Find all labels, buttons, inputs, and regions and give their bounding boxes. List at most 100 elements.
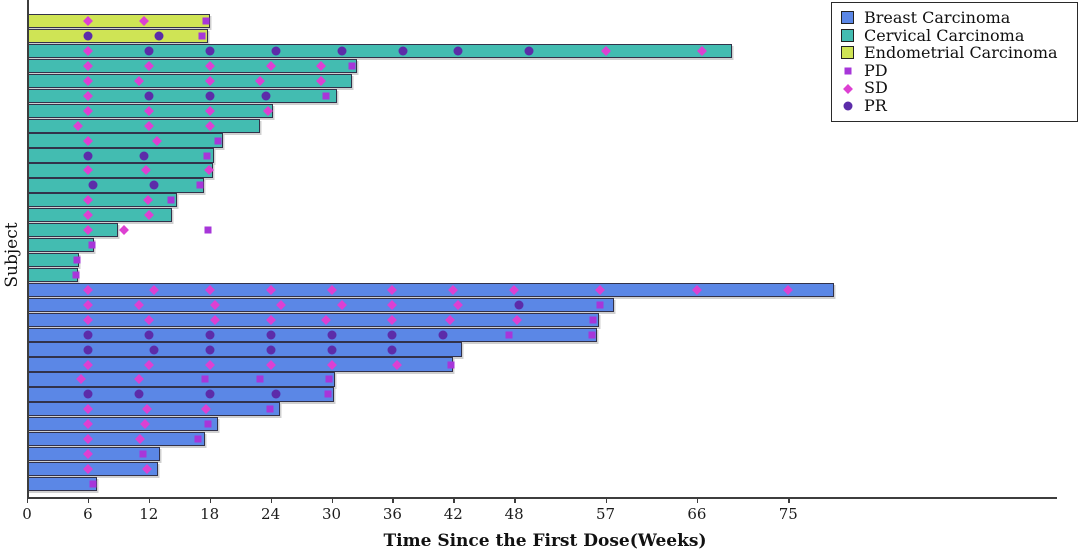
pr-marker	[205, 91, 215, 101]
legend-item-breast: Breast Carcinoma	[841, 9, 1069, 27]
swimmer-bar	[27, 476, 98, 492]
x-tick	[27, 497, 29, 503]
legend-item-pr: PR	[841, 97, 1069, 115]
swimmer-bar	[27, 193, 178, 208]
pr-marker	[205, 389, 215, 399]
pd-marker	[72, 271, 80, 279]
pr-marker	[88, 180, 98, 190]
pr-marker	[387, 330, 397, 340]
pr-marker	[327, 330, 336, 340]
x-tick-label: 6	[83, 505, 93, 523]
swimmer-bar	[27, 14, 210, 29]
x-tick-label: 42	[443, 505, 463, 523]
pd-marker	[589, 316, 597, 324]
pr-marker	[83, 330, 93, 340]
swimmer-bar	[27, 58, 357, 74]
pr-marker	[144, 330, 154, 340]
x-tick	[148, 497, 151, 503]
pr-marker-icon	[841, 98, 856, 112]
pr-marker	[261, 91, 271, 101]
legend-label: PD	[864, 60, 888, 80]
pd-marker-icon	[841, 63, 856, 77]
swimmer-bar	[27, 28, 208, 44]
swimmer-bar	[27, 43, 733, 59]
x-tick	[788, 497, 790, 503]
pr-marker	[154, 31, 164, 41]
x-tick-label: 18	[200, 505, 220, 523]
x-tick-label: 48	[504, 505, 524, 523]
pr-marker	[327, 345, 336, 355]
pd-marker	[447, 361, 455, 369]
pd-marker	[596, 301, 604, 309]
swimmer-bar	[27, 252, 79, 268]
pr-marker	[271, 46, 281, 56]
pr-marker	[83, 31, 93, 41]
pr-marker	[139, 151, 149, 161]
pd-marker	[266, 405, 274, 413]
x-tick	[270, 497, 272, 503]
endometrial-swatch-icon	[841, 46, 856, 60]
pr-marker	[524, 46, 534, 56]
cervical-swatch-icon	[841, 28, 856, 42]
legend-label: Breast Carcinoma	[864, 8, 1011, 28]
x-tick-label: 12	[139, 505, 159, 523]
legend-label: SD	[864, 78, 888, 98]
pr-marker	[266, 345, 276, 355]
legend-label: PR	[864, 95, 887, 115]
pr-marker	[149, 180, 159, 190]
swimmer-bar	[27, 178, 204, 193]
x-tick	[392, 497, 394, 503]
breast-swatch-icon	[841, 11, 856, 25]
pd-marker	[202, 17, 210, 25]
x-tick-label: 66	[687, 505, 707, 523]
pd-marker	[194, 435, 202, 443]
x-axis-spine	[27, 497, 1057, 499]
pd-marker	[89, 480, 97, 488]
pd-marker	[196, 181, 204, 189]
pd-marker	[167, 196, 175, 204]
pd-marker	[73, 256, 81, 264]
y-axis-title: Subject	[2, 222, 22, 288]
legend: Breast Carcinoma Cervical Carcinoma Endo…	[831, 2, 1078, 122]
x-tick-label: 30	[321, 505, 342, 523]
x-axis-title: Time Since the First Dose(Weeks)	[383, 531, 707, 551]
y-axis-spine	[27, 0, 29, 497]
legend-item-cervical: Cervical Carcinoma	[841, 27, 1069, 45]
pr-marker	[438, 330, 448, 340]
pd-marker	[256, 375, 264, 383]
pr-marker	[271, 389, 281, 399]
swimmer-bar	[27, 417, 218, 432]
swimmer-bar	[27, 372, 335, 387]
legend-item-pd: PD	[841, 62, 1069, 80]
pr-marker	[453, 46, 463, 56]
x-tick-label: 24	[261, 505, 281, 523]
pr-marker	[398, 46, 408, 56]
x-tick	[87, 497, 90, 503]
pd-marker	[588, 331, 596, 339]
pr-marker	[205, 46, 215, 56]
pr-marker	[266, 330, 276, 340]
pd-marker	[139, 450, 147, 458]
pr-marker	[149, 345, 159, 355]
pr-marker	[83, 389, 93, 399]
sd-marker-icon	[841, 81, 856, 95]
pr-marker	[205, 345, 215, 355]
pr-marker	[514, 300, 524, 310]
x-tick-label: 36	[382, 505, 402, 523]
pd-marker	[204, 420, 212, 428]
legend-label: Endometrial Carcinoma	[864, 43, 1058, 63]
sd-marker	[119, 225, 130, 236]
pr-marker	[144, 46, 154, 56]
pd-marker	[324, 390, 332, 398]
pd-marker	[204, 226, 212, 234]
legend-label: Cervical Carcinoma	[864, 25, 1025, 45]
swimmer-bar	[27, 88, 337, 103]
swimmer-bar	[27, 402, 280, 417]
x-tick-label: 75	[778, 505, 798, 523]
pd-marker	[214, 137, 222, 145]
pd-marker	[88, 241, 96, 249]
x-tick	[331, 497, 333, 503]
x-tick	[453, 497, 455, 503]
